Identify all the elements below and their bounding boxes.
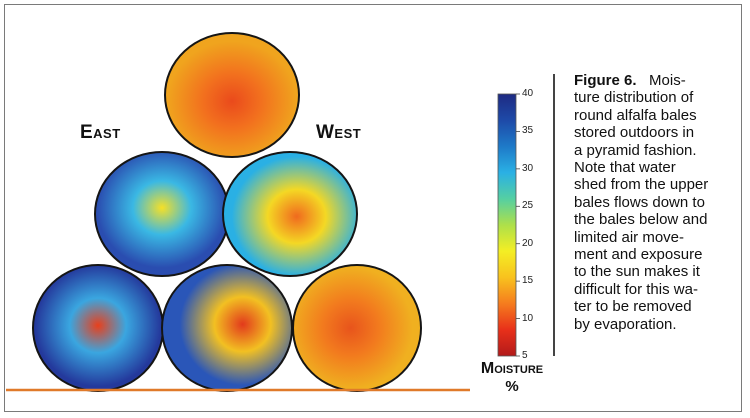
bale-bottom-east (32, 264, 164, 392)
caption-line: a pyramid fashion. (574, 141, 697, 159)
colorbar-tick-label: 25 (522, 200, 534, 212)
colorbar-title: Moisture % (472, 360, 552, 396)
colorbar-tick-label: 15 (522, 275, 534, 287)
west-label: West (316, 122, 362, 143)
caption-divider (553, 74, 555, 356)
colorbar-title-text: Moisture (480, 360, 544, 377)
caption-line: limited air move- (574, 228, 685, 246)
caption-line: Note that water (574, 159, 676, 177)
caption-line: Mois- (640, 72, 686, 89)
caption-line: by evaporation. (574, 315, 677, 333)
colorbar-unit: % (505, 378, 519, 395)
east-label: East (80, 122, 121, 143)
caption-line: to the sun makes it (574, 263, 700, 281)
bale-top (164, 32, 300, 158)
colorbar-tick-label: 5 (522, 350, 528, 361)
colorbar-tick-label: 10 (522, 312, 534, 324)
caption-line: the bales below and (574, 211, 708, 229)
bale-middle-west (222, 151, 358, 277)
caption-line: difficult for this wa- (574, 280, 698, 298)
figure-caption: Figure 6. Mois-ture distribution of round… (574, 72, 734, 333)
bale-middle-east (94, 151, 230, 277)
colorbar-tick-label: 35 (522, 125, 534, 137)
caption-text: Mois-ture distribution of round alfalfa b… (574, 72, 708, 333)
caption-line: ture distribution of (574, 89, 694, 107)
caption-line: stored outdoors in (574, 124, 695, 142)
figure-label: Figure 6. (574, 72, 637, 89)
colorbar-tick-label: 30 (522, 162, 534, 174)
colorbar-tick-label: 20 (522, 237, 534, 249)
colorbar-tick-label: 40 (522, 88, 534, 99)
caption-line: shed from the upper (574, 176, 709, 194)
caption-line: ter to be removed (574, 298, 692, 316)
bale-bottom-west (292, 264, 422, 392)
caption-line: round alfalfa bales (574, 106, 697, 124)
caption-line: ment and exposure (574, 246, 703, 264)
bale-bottom-center (161, 264, 293, 392)
colorbar (497, 93, 517, 357)
caption-line: bales flows down to (574, 193, 705, 211)
